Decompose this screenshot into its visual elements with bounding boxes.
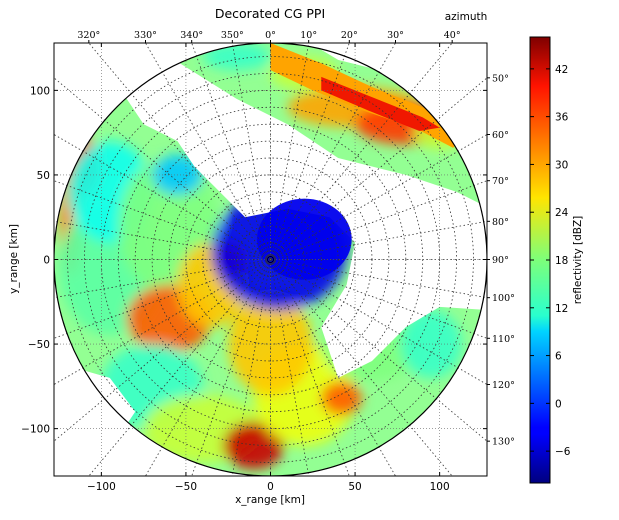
chart-title: Decorated CG PPI [215, 6, 325, 21]
colorbar-ticks: −6 0 6 12 18 24 30 36 42 [530, 64, 571, 458]
colorbar-tick-label: 30 [555, 159, 568, 171]
y-tick-label: 0 [43, 255, 50, 267]
azimuth-right-label: 120° [492, 380, 515, 391]
azimuth-spoke-350 [231, 43, 271, 260]
cartesian-grid [54, 43, 487, 476]
echo-cell-12 [321, 381, 362, 416]
azimuth-spoke-170 [270, 259, 310, 476]
azimuth-top-label: 10° [300, 30, 317, 41]
colorbar-tick-label: 6 [555, 351, 562, 363]
azimuth-right-label: 80° [492, 217, 509, 228]
azimuth-spoke-130 [270, 259, 487, 442]
azimuth-right-label: 130° [492, 437, 515, 448]
azimuth-spoke-190 [231, 259, 271, 476]
azimuth-spoke-10 [270, 43, 310, 260]
azimuth-spoke-70 [270, 180, 487, 260]
azimuth-spoke-340 [191, 43, 271, 260]
azimuth-spoke-200 [191, 259, 271, 476]
azimuth-right-label: 90° [492, 255, 509, 266]
colorbar-tick-label: −6 [555, 446, 571, 458]
y-axis: −100 −50 0 50 100 [21, 85, 487, 436]
azimuth-top-label: 350° [221, 30, 244, 41]
azimuth-spoke-250 [54, 259, 271, 339]
y-tick-label: 50 [37, 170, 50, 182]
colorbar-label: reflectivity [dBZ] [572, 216, 584, 304]
near-radar-echo [256, 198, 352, 280]
azimuth-label: azimuth [445, 11, 488, 23]
azimuth-right-label: 110° [492, 334, 515, 345]
radar-site-marker [267, 256, 274, 263]
range-ring-40 [202, 191, 339, 328]
azimuth-spoke-260 [54, 259, 271, 299]
azimuth-spoke-110 [270, 259, 487, 339]
azimuth-spoke-330 [145, 43, 271, 260]
azimuth-spoke-30 [270, 43, 396, 260]
azimuth-top-label: 40° [444, 30, 461, 41]
azimuth-spoke-160 [270, 259, 350, 476]
y-tick-label: −50 [28, 339, 50, 351]
azimuth-spoke-140 [270, 259, 453, 476]
azimuth-spoke-120 [270, 259, 487, 385]
range-ring-20 [236, 225, 305, 294]
colorbar-tick-label: 12 [555, 303, 568, 315]
azimuth-spoke-230 [54, 259, 271, 442]
y-axis-label: y_range [km] [8, 224, 20, 294]
x-tick-label: −50 [175, 481, 197, 493]
azimuth-spoke-150 [270, 259, 396, 476]
azimuth-spoke-280 [54, 220, 271, 260]
colorbar-tick-label: 18 [555, 255, 568, 267]
echo-cell-10 [223, 421, 285, 470]
azimuth-spoke-60 [270, 134, 487, 260]
colorbar-tick-label: 24 [555, 207, 569, 219]
azimuth-right-label: 50° [492, 73, 509, 84]
azimuth-spoke-320 [88, 43, 271, 260]
azimuth-top-label: 30° [387, 30, 404, 41]
colorbar-tick-label: 42 [555, 64, 568, 76]
range-ring-120 [67, 56, 474, 463]
x-tick-label: 50 [348, 481, 361, 493]
range-ring-70 [151, 140, 390, 379]
azimuth-spoke-20 [270, 43, 350, 260]
azimuth-top-labels: 320° 330° 340° 350° 0° 10° 20° 30° 40° [77, 30, 461, 43]
azimuth-spoke-100 [270, 259, 487, 299]
azimuth-right-labels: 50° 60° 70° 80° 90° 100° 110° 120° 130° [487, 73, 515, 448]
azimuth-top-label: 0° [265, 30, 276, 41]
colorbar-tick-label: 36 [555, 112, 569, 124]
azimuth-spoke-310 [54, 77, 271, 260]
x-axis: −100 −50 0 50 100 [87, 43, 450, 493]
y-tick-label: −100 [21, 424, 50, 436]
azimuth-top-label: 20° [341, 30, 358, 41]
azimuth-spoke-50 [270, 77, 487, 260]
azimuth-right-label: 60° [492, 130, 509, 141]
azimuth-right-label: 100° [492, 293, 515, 304]
echo-cell-14 [400, 310, 462, 378]
azimuth-spoke-240 [54, 259, 271, 385]
azimuth-spoke-80 [270, 220, 487, 260]
x-tick-label: 0 [267, 481, 274, 493]
azimuth-spoke-210 [145, 259, 271, 476]
azimuth-top-label: 320° [77, 30, 100, 41]
x-tick-label: 100 [430, 481, 450, 493]
azimuth-spoke-300 [54, 134, 271, 260]
y-tick-label: 100 [30, 85, 50, 97]
azimuth-top-label: 330° [134, 30, 157, 41]
azimuth-right-label: 70° [492, 176, 509, 187]
azimuth-spoke-40 [270, 43, 453, 260]
colorbar-tick-label: 0 [555, 398, 562, 410]
x-tick-label: −100 [87, 481, 116, 493]
azimuth-top-label: 340° [180, 30, 203, 41]
colorbar: −6 0 6 12 18 24 30 36 42 reflectivity [dBZ] [529, 36, 584, 484]
x-axis-label: x_range [km] [235, 494, 305, 506]
azimuth-spoke-290 [54, 180, 271, 260]
reflectivity-field [54, 43, 487, 476]
squall-line-core [321, 76, 440, 131]
azimuth-spoke-220 [88, 259, 271, 476]
